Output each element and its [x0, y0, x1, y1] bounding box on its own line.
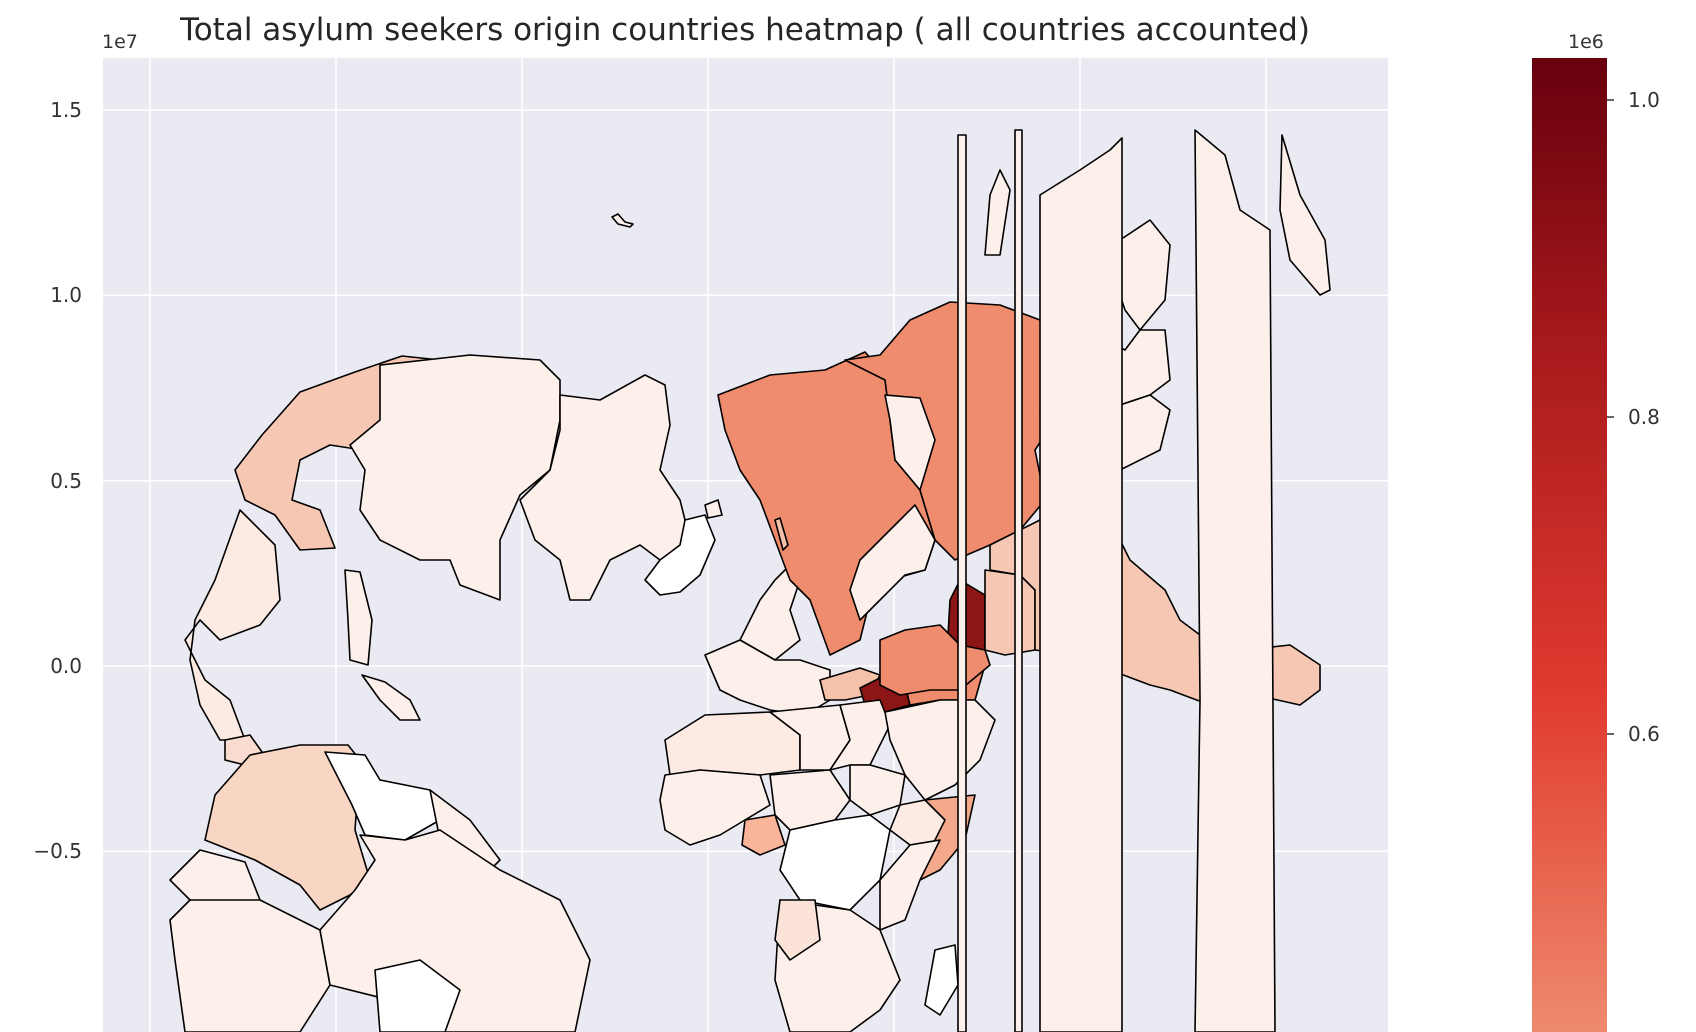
country-madagascar	[924, 944, 959, 1016]
country-svalbard	[611, 213, 634, 228]
y-tick-label: 1.0	[50, 283, 82, 308]
country-strip-2	[1014, 129, 1023, 1032]
country-pacific-small	[984, 169, 1011, 256]
country-uk	[774, 517, 789, 551]
country-strip-5	[1279, 134, 1331, 296]
country-shapes	[169, 129, 1331, 1032]
country-strip-1	[957, 134, 967, 1032]
country-strip-3	[1039, 137, 1123, 1032]
country-canada-arctic	[519, 374, 691, 601]
country-peru	[169, 899, 331, 1032]
country-greenland	[644, 514, 716, 596]
country-mexico	[184, 509, 281, 741]
y-tick-label: 1.5	[50, 98, 82, 122]
chart-title: Total asylum seekers origin countries he…	[180, 12, 1310, 48]
y-tick-label: 0.5	[50, 468, 82, 493]
country-caribbean-island	[344, 569, 373, 666]
colorbar-gradient	[1532, 58, 1607, 1032]
colorbar	[1532, 58, 1614, 1032]
colorbar-exponent: 1e6	[1568, 31, 1604, 53]
colorbar-tick-label: 0.6	[1628, 722, 1660, 746]
country-cuba	[361, 674, 421, 721]
country-west-africa	[659, 769, 771, 846]
y-tick-label: 0.0	[50, 654, 82, 678]
country-iceland	[704, 499, 723, 519]
country-angola	[774, 899, 821, 961]
y-axis-exponent: 1e7	[102, 31, 138, 53]
country-central-asia	[849, 504, 936, 621]
y-tick-label: −0.5	[33, 839, 82, 864]
colorbar-tick-label: 0.8	[1628, 405, 1660, 429]
country-nigeria	[741, 814, 786, 856]
colorbar-tick-label: 1.0	[1628, 88, 1660, 112]
country-kazakhstan	[884, 394, 936, 491]
country-canada	[349, 354, 561, 601]
country-strip-4	[1194, 129, 1276, 1032]
colorbar-ticks	[1607, 99, 1614, 735]
country-bolivia	[374, 959, 461, 1032]
